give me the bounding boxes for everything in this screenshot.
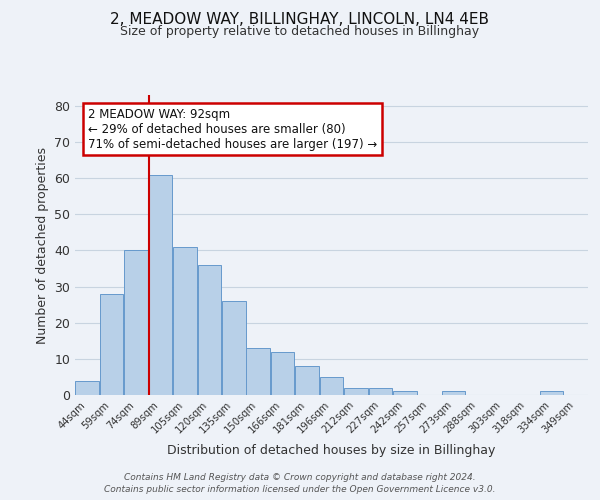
Text: Contains public sector information licensed under the Open Government Licence v3: Contains public sector information licen…: [104, 485, 496, 494]
Bar: [295, 366, 319, 395]
X-axis label: Distribution of detached houses by size in Billinghay: Distribution of detached houses by size …: [167, 444, 496, 457]
Bar: [124, 250, 148, 395]
Bar: [197, 265, 221, 395]
Y-axis label: Number of detached properties: Number of detached properties: [35, 146, 49, 344]
Bar: [271, 352, 295, 395]
Bar: [320, 377, 343, 395]
Bar: [368, 388, 392, 395]
Bar: [100, 294, 124, 395]
Bar: [222, 301, 245, 395]
Text: 2, MEADOW WAY, BILLINGHAY, LINCOLN, LN4 4EB: 2, MEADOW WAY, BILLINGHAY, LINCOLN, LN4 …: [110, 12, 490, 28]
Bar: [149, 174, 172, 395]
Bar: [76, 380, 99, 395]
Bar: [393, 392, 416, 395]
Bar: [344, 388, 368, 395]
Text: 2 MEADOW WAY: 92sqm
← 29% of detached houses are smaller (80)
71% of semi-detach: 2 MEADOW WAY: 92sqm ← 29% of detached ho…: [88, 108, 377, 150]
Bar: [247, 348, 270, 395]
Bar: [442, 392, 466, 395]
Text: Size of property relative to detached houses in Billinghay: Size of property relative to detached ho…: [121, 25, 479, 38]
Bar: [173, 247, 197, 395]
Text: Contains HM Land Registry data © Crown copyright and database right 2024.: Contains HM Land Registry data © Crown c…: [124, 472, 476, 482]
Bar: [539, 392, 563, 395]
